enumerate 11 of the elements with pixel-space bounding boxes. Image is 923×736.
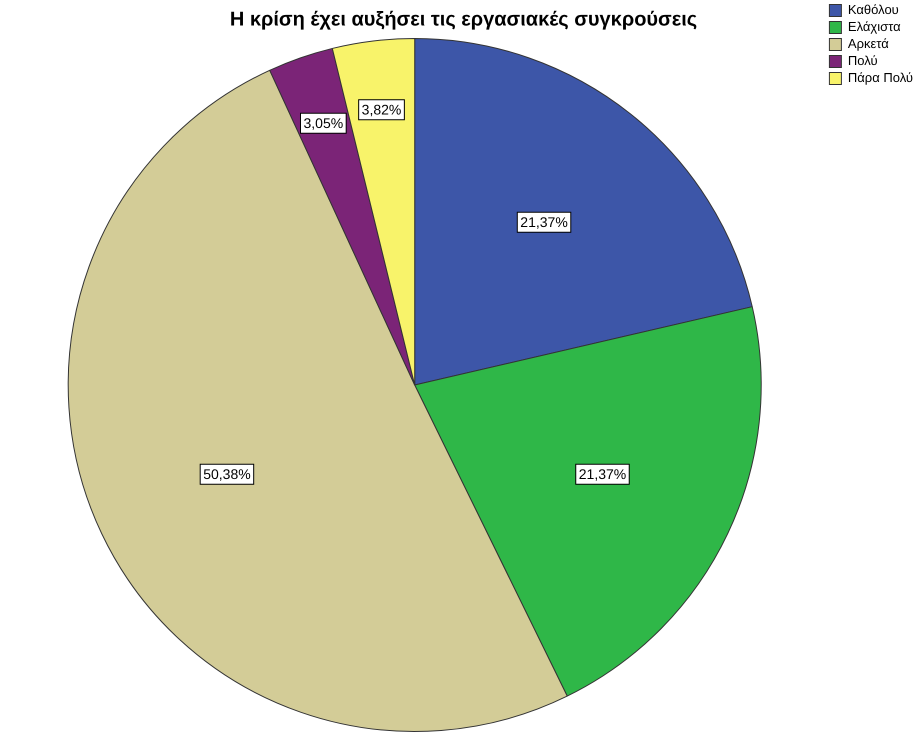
legend-label: Αρκετά — [848, 36, 890, 52]
data-label: 21,37% — [520, 214, 568, 230]
data-label: 3,82% — [362, 102, 402, 118]
data-label: 3,05% — [303, 115, 344, 132]
data-label: 21,37% — [578, 466, 626, 482]
data-label: 50,38% — [203, 466, 251, 482]
legend-label: Καθόλου — [848, 2, 899, 18]
legend-label: Πολύ — [848, 53, 878, 68]
legend-label: Ελάχιστα — [848, 19, 902, 34]
legend-label: Πάρα Πολύ — [848, 70, 914, 86]
chart-title: Η κρίση έχει αυξήσει τις εργασιακές συγκρούσεις — [230, 8, 698, 31]
